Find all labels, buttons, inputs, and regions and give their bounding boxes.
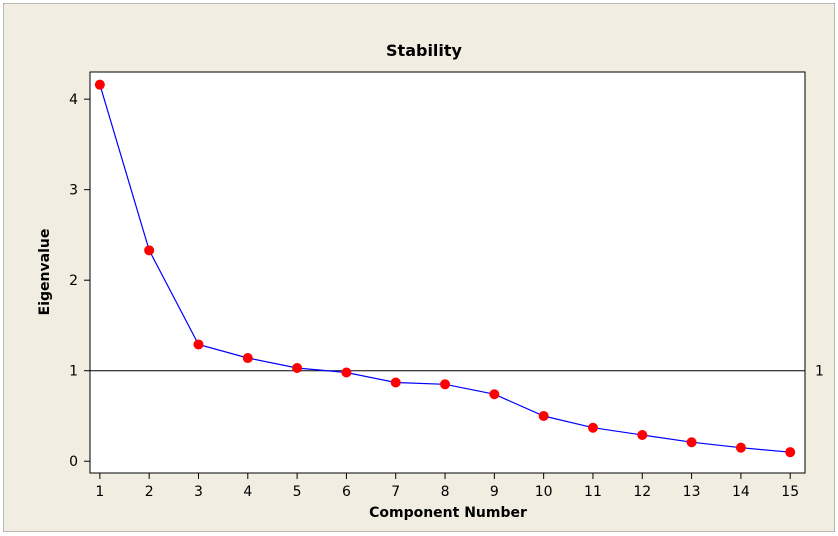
x-tick-label: 15 xyxy=(781,484,799,500)
y-tick-label: 3 xyxy=(69,183,78,199)
data-point xyxy=(144,245,155,256)
y-tick-label: 2 xyxy=(69,273,78,289)
x-tick-label: 11 xyxy=(584,484,602,500)
data-point xyxy=(440,379,451,390)
data-point xyxy=(489,389,500,400)
x-tick-label: 3 xyxy=(194,484,203,500)
y-tick-label: 4 xyxy=(69,92,78,108)
data-point xyxy=(94,79,105,90)
data-point xyxy=(193,339,204,350)
series-group xyxy=(94,79,796,458)
data-point xyxy=(538,410,549,421)
x-axis-title: Component Number xyxy=(369,505,527,521)
x-tick-label: 4 xyxy=(243,484,252,500)
y-tick-label: 1 xyxy=(69,364,78,380)
data-point xyxy=(735,442,746,453)
x-tick-label: 13 xyxy=(683,484,701,500)
x-tick-label: 6 xyxy=(342,484,351,500)
data-point xyxy=(390,377,401,388)
reference-line-group: 1 xyxy=(90,364,824,380)
chart-title: Stability xyxy=(386,41,463,60)
x-tick-label: 1 xyxy=(95,484,104,500)
data-point xyxy=(341,367,352,378)
x-tick-label: 14 xyxy=(732,484,750,500)
reference-line-label: 1 xyxy=(815,364,824,380)
x-tick-label: 7 xyxy=(391,484,400,500)
x-tick-label: 9 xyxy=(490,484,499,500)
x-tick-label: 10 xyxy=(535,484,553,500)
x-tick-label: 8 xyxy=(441,484,450,500)
data-point xyxy=(686,437,697,448)
data-point xyxy=(785,447,796,458)
data-point xyxy=(242,353,253,364)
x-tick-label: 2 xyxy=(145,484,154,500)
data-point xyxy=(587,422,598,433)
data-point xyxy=(637,429,648,440)
x-tick-label: 5 xyxy=(293,484,302,500)
data-point xyxy=(292,362,303,373)
x-tick-label: 12 xyxy=(633,484,651,500)
y-axis-title: Eigenvalue xyxy=(37,229,53,316)
y-tick-label: 0 xyxy=(69,454,78,470)
plot-area xyxy=(89,71,806,474)
